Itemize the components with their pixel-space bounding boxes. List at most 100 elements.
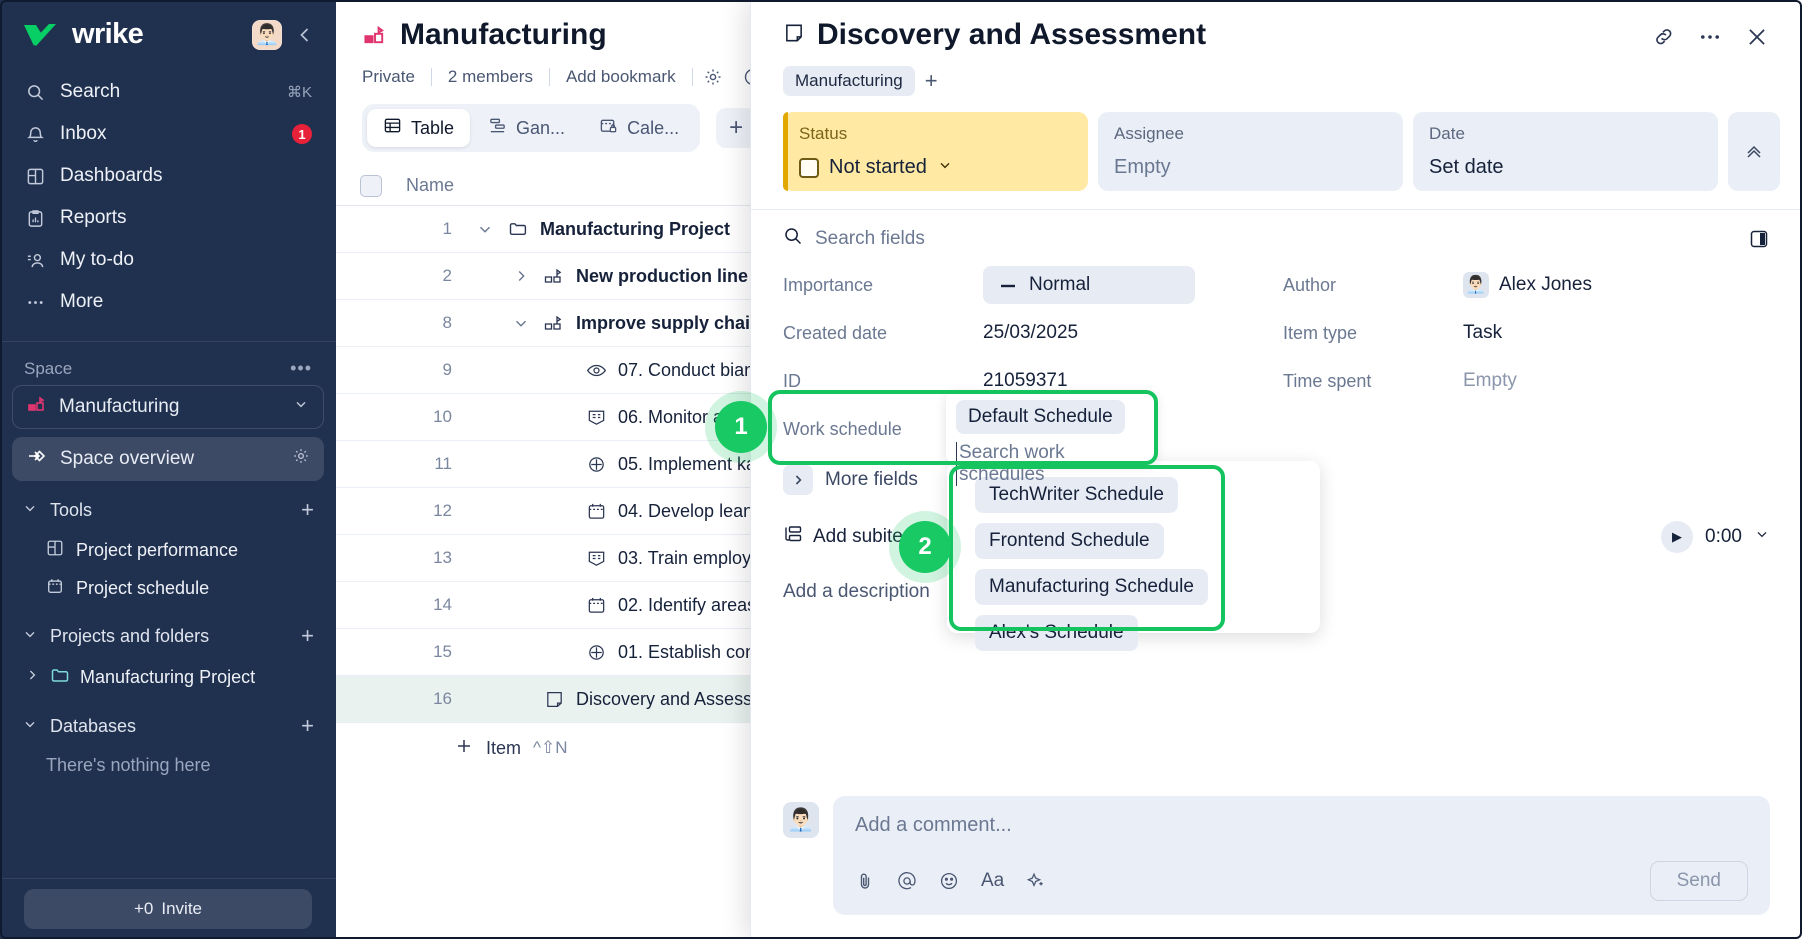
field-value-id[interactable]: 21059371 (983, 370, 1068, 391)
date-card[interactable]: Date Set date (1413, 112, 1718, 191)
add-item-row[interactable]: Item ^⇧N (336, 723, 1802, 773)
gear-icon[interactable] (292, 447, 310, 471)
link-icon[interactable] (1652, 25, 1676, 49)
chevron-right-icon[interactable] (510, 267, 532, 285)
emoji-icon[interactable] (939, 871, 959, 891)
chevron-right-icon[interactable] (24, 667, 40, 688)
chevron-down-icon[interactable] (510, 314, 532, 332)
add-bookmark-button[interactable]: Add bookmark (565, 67, 676, 86)
more-fields-toggle[interactable]: More fields (751, 453, 1802, 495)
row-number: 15 (433, 642, 452, 661)
work-schedule-selected-chip[interactable]: Default Schedule (956, 400, 1125, 434)
project-icon (542, 312, 566, 334)
dropdown-option-0[interactable]: TechWriter Schedule (975, 477, 1178, 513)
space-name: Manufacturing (59, 396, 180, 417)
add-subitem-button[interactable]: Add subitem (783, 524, 919, 550)
sidebar-item-space-overview[interactable]: Space overview (12, 437, 324, 481)
description-placeholder[interactable]: Add a description (783, 581, 930, 602)
tab-calendar[interactable]: Cale... (583, 109, 695, 147)
sidebar-item-label: Dashboards (60, 165, 163, 186)
mention-icon[interactable] (897, 871, 917, 891)
field-value-author[interactable]: 👨🏻‍💼 Alex Jones (1463, 261, 1770, 309)
field-value-time-spent[interactable]: Empty (1463, 370, 1517, 391)
field-value-importance[interactable]: Normal (983, 261, 1283, 309)
status-value[interactable]: Not started (799, 156, 1072, 179)
dropdown-option-1[interactable]: Frontend Schedule (975, 523, 1164, 559)
importance-chip[interactable]: Normal (983, 266, 1195, 304)
column-header-name[interactable]: Name (406, 175, 455, 195)
field-value-item-type[interactable]: Task (1463, 322, 1503, 343)
sidebar-item-project-schedule[interactable]: Project schedule (0, 569, 336, 607)
avatar[interactable]: 👨🏻‍💼 (252, 19, 282, 50)
more-dots-icon[interactable]: ••• (290, 358, 312, 378)
close-icon[interactable] (1744, 24, 1770, 50)
space-selector[interactable]: Manufacturing (12, 385, 324, 429)
project-privacy[interactable]: Private (362, 67, 415, 86)
sidebar-group-databases[interactable]: Databases + (0, 705, 336, 747)
tab-gantt[interactable]: Gan... (472, 109, 581, 147)
sidebar-item-project-performance[interactable]: Project performance (0, 531, 336, 569)
author-name: Alex Jones (1499, 274, 1592, 295)
field-value-created-date[interactable]: 25/03/2025 (983, 322, 1079, 343)
sidebar-item-more[interactable]: More (12, 281, 324, 323)
project-header: Manufacturing Private 2 members Add book… (336, 0, 1802, 152)
add-view-button[interactable]: + (716, 108, 757, 148)
row-name-cell[interactable]: Manufacturing Project (452, 219, 1682, 240)
select-all-checkbox[interactable] (360, 174, 382, 197)
sidebar-item-dashboards[interactable]: Dashboards (12, 155, 324, 197)
sidebar-group-tools[interactable]: Tools + (0, 489, 336, 531)
chevron-down-icon[interactable] (474, 220, 496, 238)
attach-icon[interactable] (855, 871, 875, 891)
sidebar-item-inbox[interactable]: Inbox 1 (12, 113, 324, 155)
plus-icon[interactable]: + (924, 68, 938, 93)
text-format-icon[interactable]: Aa (981, 870, 1005, 891)
play-icon[interactable]: ▶ (1661, 521, 1694, 553)
more-dots-icon[interactable] (1698, 25, 1722, 49)
invite-button[interactable]: +0 Invite (24, 889, 312, 929)
send-button[interactable]: Send (1649, 861, 1748, 901)
dropdown-option-3[interactable]: Alex's Schedule (975, 615, 1138, 651)
chevron-down-icon (22, 626, 38, 647)
tag-manufacturing[interactable]: Manufacturing (783, 66, 915, 96)
assignee-card[interactable]: Assignee Empty (1098, 112, 1403, 191)
tab-label: Cale... (627, 117, 680, 138)
tab-table[interactable]: Table (367, 109, 471, 147)
sidebar-item-search[interactable]: Search ⌘K (12, 71, 324, 113)
comment-box[interactable]: Add a comment... Aa (833, 796, 1770, 915)
select-all-cell[interactable] (336, 174, 406, 197)
panel-toggle-icon[interactable] (1748, 228, 1770, 250)
field-search-row[interactable]: Search fields (751, 210, 1802, 251)
work-schedule-editor[interactable]: Default Schedule Search work schedules (946, 392, 1156, 486)
sidebar-item-my-todo[interactable]: My to-do (12, 239, 324, 281)
avatar: 👨🏻‍💼 (783, 802, 819, 838)
panel-title: Discovery and Assessment (783, 18, 1638, 52)
row-number: 9 (442, 360, 452, 379)
row-name-cell[interactable]: Discovery and Assessment (452, 689, 1682, 710)
milestone-icon (584, 548, 608, 569)
time-tracker[interactable]: ▶ 0:00 (1661, 521, 1770, 553)
project-members[interactable]: 2 members (447, 67, 533, 86)
work-schedule-search-input[interactable]: Search work schedules (956, 442, 1146, 486)
sidebar-header: wrike 👨🏻‍💼 (0, 0, 336, 65)
sidebar-group-projects-and-folders[interactable]: Projects and folders + (0, 615, 336, 657)
chevron-left-icon[interactable] (292, 22, 318, 48)
chevron-down-icon[interactable] (1754, 526, 1770, 548)
gear-icon[interactable] (693, 67, 733, 87)
chevrons-up-icon[interactable] (1728, 112, 1780, 191)
more-dots-icon (24, 291, 46, 313)
status-card[interactable]: Status Not started (783, 112, 1088, 191)
wrike-logo[interactable]: wrike (22, 18, 242, 51)
plus-icon[interactable]: + (301, 497, 314, 522)
sidebar-item-reports[interactable]: Reports (12, 197, 324, 239)
plus-icon[interactable]: + (301, 623, 314, 648)
ai-sparkle-icon[interactable] (1026, 871, 1046, 891)
calendar-icon (584, 501, 608, 522)
row-name-text: Discovery and Assessment (576, 688, 793, 709)
divider (548, 68, 550, 86)
dropdown-option-2[interactable]: Manufacturing Schedule (975, 569, 1208, 605)
more-fields-label: More fields (825, 469, 918, 490)
gantt-icon (488, 116, 507, 140)
sidebar-item-manufacturing-project[interactable]: Manufacturing Project (0, 657, 336, 697)
plus-icon[interactable]: + (301, 713, 314, 738)
group-label: Databases (50, 715, 137, 736)
